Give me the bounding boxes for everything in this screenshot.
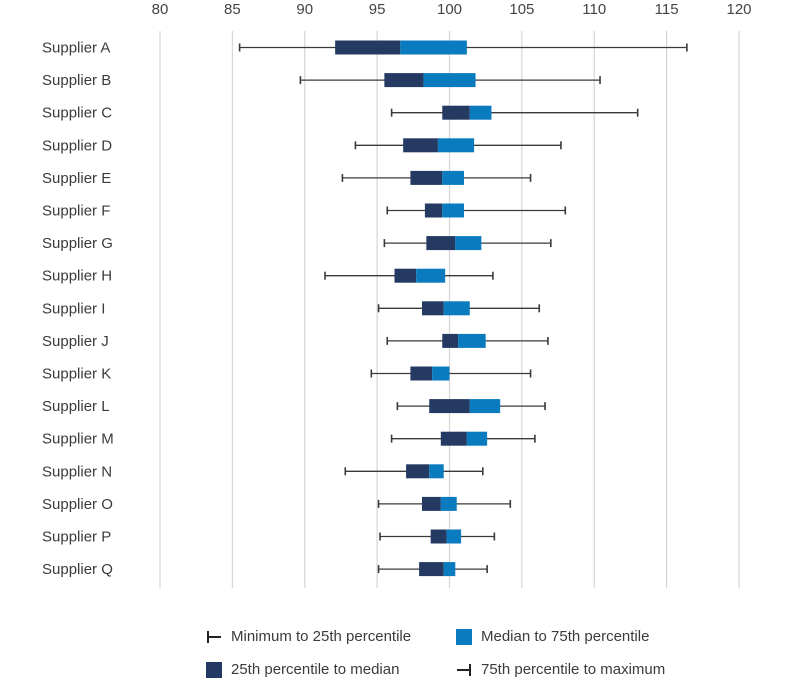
x-tick-label: 95 — [369, 1, 386, 18]
x-tick-label: 100 — [437, 1, 462, 18]
box-median-to-q3 — [442, 203, 464, 218]
box-q1-to-median — [426, 236, 456, 251]
category-label: Supplier E — [42, 170, 111, 187]
category-label: Supplier A — [42, 40, 110, 57]
box-median-to-q3 — [446, 529, 462, 544]
box-median-to-q3 — [442, 170, 464, 185]
category-label: Supplier I — [42, 300, 105, 317]
q1-to-median-swatch-icon — [206, 661, 222, 678]
box-median-to-q3 — [429, 464, 444, 479]
box-q1-to-median — [424, 203, 443, 218]
category-label: Supplier N — [42, 463, 112, 480]
category-label: Supplier D — [42, 137, 112, 154]
box-median-to-q3 — [440, 496, 457, 511]
legend-item-median-to-q3: Median to 75th percentile — [456, 628, 649, 645]
box-median-to-q3 — [469, 399, 501, 414]
category-label: Supplier H — [42, 268, 112, 285]
right-whisker-icon — [457, 663, 471, 676]
box-median-to-q3 — [416, 268, 446, 283]
box-q1-to-median — [410, 366, 433, 381]
legend-label: 25th percentile to median — [231, 661, 400, 678]
x-tick-label: 115 — [655, 1, 679, 18]
legend-item-min-to-q1: Minimum to 25th percentile — [206, 628, 411, 645]
category-label: Supplier Q — [42, 561, 113, 578]
category-label: Supplier O — [42, 496, 113, 513]
category-label: Supplier B — [42, 72, 111, 89]
legend: Minimum to 25th percentile Median to 75t… — [206, 628, 726, 684]
x-tick-label: 110 — [582, 1, 606, 18]
box-median-to-q3 — [400, 40, 467, 55]
legend-label: Median to 75th percentile — [481, 628, 650, 645]
box-median-to-q3 — [443, 562, 456, 577]
box-q1-to-median — [421, 496, 441, 511]
box-q1-to-median — [421, 301, 444, 316]
box-median-to-q3 — [466, 431, 488, 446]
x-tick-label: 105 — [509, 1, 534, 18]
category-label: Supplier G — [42, 235, 113, 252]
box-median-to-q3 — [437, 138, 475, 153]
x-tick-label: 85 — [224, 1, 241, 18]
x-tick-label: 80 — [152, 1, 169, 18]
box-median-to-q3 — [423, 73, 476, 88]
category-label: Supplier C — [42, 105, 112, 122]
category-label: Supplier L — [42, 398, 110, 415]
category-label: Supplier K — [42, 366, 111, 383]
box-median-to-q3 — [458, 333, 486, 348]
x-tick-label: 120 — [726, 1, 751, 18]
category-label: Supplier M — [42, 431, 114, 448]
box-q1-to-median — [429, 399, 470, 414]
category-label: Supplier F — [42, 203, 110, 220]
legend-label: 75th percentile to maximum — [481, 661, 666, 678]
box-q1-to-median — [394, 268, 417, 283]
legend-label: Minimum to 25th percentile — [231, 628, 412, 645]
box-q1-to-median — [410, 170, 443, 185]
boxplot-chart: 80 85 90 95 100 105 110 115 120 Supplier A Supplie… — [42, 1, 752, 588]
box-median-to-q3 — [443, 301, 470, 316]
legend-item-q3-to-max: 75th percentile to maximum — [456, 661, 665, 678]
box-q1-to-median — [335, 40, 401, 55]
median-to-q3-swatch-icon — [456, 628, 472, 645]
box-q1-to-median — [430, 529, 447, 544]
box-median-to-q3 — [432, 366, 450, 381]
box-q1-to-median — [384, 73, 424, 88]
category-label: Supplier P — [42, 529, 111, 546]
box-q1-to-median — [442, 333, 459, 348]
box-q1-to-median — [440, 431, 467, 446]
box-median-to-q3 — [469, 105, 492, 120]
left-whisker-icon — [207, 630, 221, 643]
box-q1-to-median — [419, 562, 444, 577]
box-q1-to-median — [403, 138, 438, 153]
category-label: Supplier J — [42, 333, 109, 350]
box-q1-to-median — [406, 464, 430, 479]
legend-item-q1-to-median: 25th percentile to median — [206, 661, 399, 678]
box-q1-to-median — [442, 105, 470, 120]
x-tick-label: 90 — [296, 1, 313, 18]
box-median-to-q3 — [455, 236, 482, 251]
